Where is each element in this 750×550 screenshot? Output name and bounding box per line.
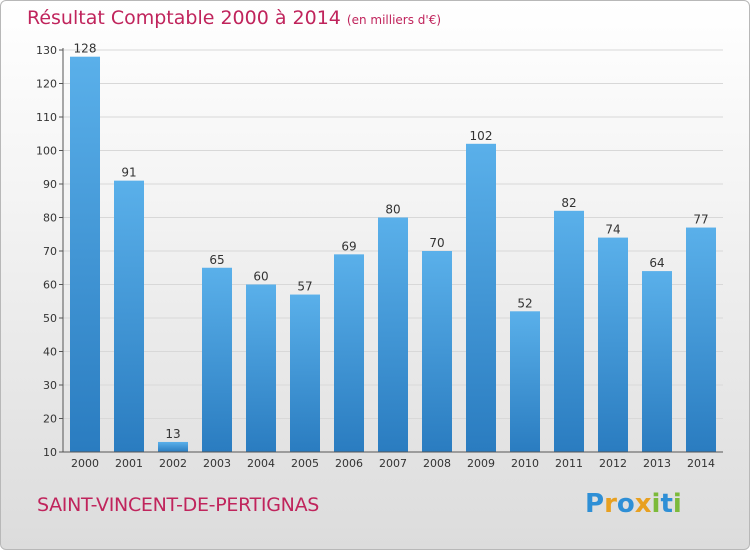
y-tick-label: 10 [43,446,57,459]
bar-2007 [378,217,408,452]
data-label: 91 [121,166,136,180]
bar-2013 [642,271,672,452]
data-label: 70 [429,236,444,250]
bar-2005 [290,294,320,452]
bar-2009 [466,143,496,453]
data-labels: 128 91 13 65 60 57 69 80 70 102 52 82 74 64 77 [74,42,709,441]
bar-2002 [158,441,188,452]
x-tick-label: 2003 [203,457,231,470]
logo-letter: o [616,489,635,519]
data-label: 82 [561,196,576,210]
x-tick-label: 2006 [335,457,363,470]
data-label: 80 [385,203,400,217]
x-tick-label: 2014 [687,457,715,470]
y-tick-label: 80 [43,212,57,225]
x-tick-label: 2012 [599,457,627,470]
data-label: 64 [649,256,664,270]
data-label: 13 [165,427,180,441]
y-axis: 10 20 30 40 50 60 70 80 90 100 110 120 130 [36,44,64,459]
y-tick-label: 130 [36,44,57,57]
bar-2000 [70,56,100,452]
y-tick-label: 110 [36,111,57,124]
x-tick-label: 2008 [423,457,451,470]
y-tick-label: 30 [43,379,57,392]
logo-letter: x [634,489,652,519]
bar-2014 [686,227,716,452]
bar-2004 [246,284,276,452]
data-label: 69 [341,239,356,253]
data-label: 128 [74,42,97,56]
title-main: Résultat Comptable 2000 à 2014 [27,7,341,29]
bar-2012 [598,237,628,452]
logo-letter: i [651,489,661,519]
x-tick-label: 2000 [71,457,99,470]
x-tick-label: 2009 [467,457,495,470]
x-tick-label: 2005 [291,457,319,470]
data-label: 60 [253,270,268,284]
x-tick-label: 2007 [379,457,407,470]
y-tick-label: 60 [43,279,57,292]
data-label: 57 [297,280,312,294]
y-tick-label: 40 [43,346,57,359]
bar-2003 [202,267,232,452]
title-unit: (en milliers d'€) [346,13,442,27]
x-tick-label: 2002 [159,457,187,470]
y-tick-label: 70 [43,245,57,258]
y-tick-label: 50 [43,312,57,325]
data-label: 74 [605,223,620,237]
logo-letter: t [660,489,673,519]
y-tick-label: 20 [43,413,57,426]
data-label: 102 [470,129,493,143]
data-label: 65 [209,253,224,267]
logo-letter: P [585,489,605,519]
x-tick-label: 2013 [643,457,671,470]
chart-title: Résultat Comptable 2000 à 2014 (en millie… [27,7,441,29]
bars [70,56,716,453]
y-tick-label: 120 [36,78,57,91]
bar-2010 [510,311,540,452]
logo-letter: r [604,489,617,519]
commune-name: SAINT-VINCENT-DE-PERTIGNAS [37,494,320,516]
bar-2011 [554,210,584,452]
y-tick-label: 100 [36,145,57,158]
x-tick-label: 2011 [555,457,583,470]
data-label: 52 [517,296,532,310]
data-label: 77 [693,213,708,227]
x-tick-label: 2010 [511,457,539,470]
x-axis: 2000 2001 2002 2003 2004 2005 2006 2007 2008 2009… [63,451,723,470]
logo-letter: i [672,489,682,519]
x-tick-label: 2004 [247,457,275,470]
bar-2008 [422,251,452,452]
bar-2006 [334,254,364,452]
bar-2001 [114,180,144,452]
proxiti-logo: Proxiti [585,489,682,519]
y-tick-label: 90 [43,178,57,191]
x-tick-label: 2001 [115,457,143,470]
